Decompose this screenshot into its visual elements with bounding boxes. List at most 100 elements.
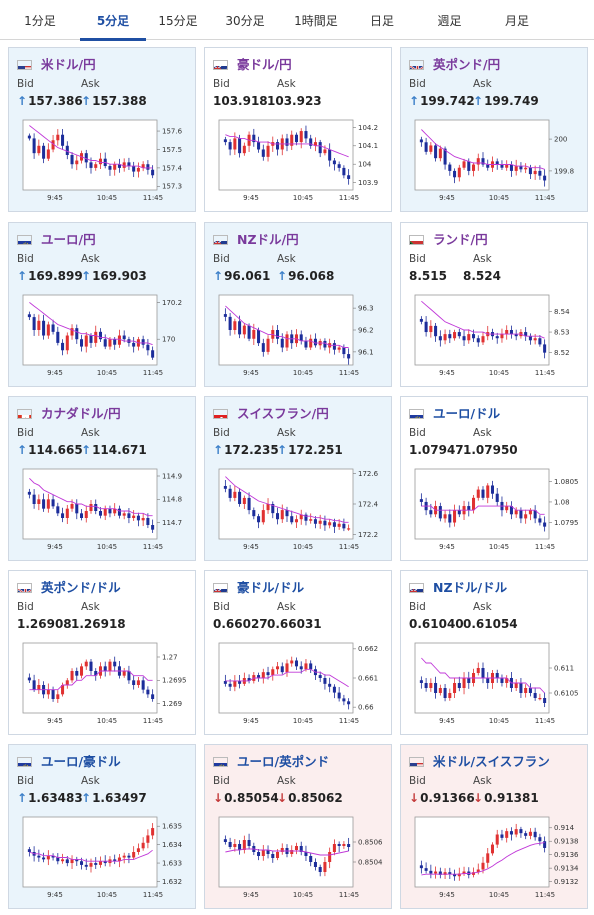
candle-body xyxy=(495,834,499,845)
mini-candlestick-chart[interactable]: 172.6 172.4 172.2 9:45 10:45 11:45 xyxy=(211,463,385,557)
candle-body xyxy=(37,499,41,504)
y-tick-label: 8.54 xyxy=(554,308,570,316)
ask-price: 8.524 xyxy=(463,269,501,283)
candle-body xyxy=(509,164,513,171)
candle-body xyxy=(519,683,523,693)
mini-candlestick-chart[interactable]: 1.635 1.634 1.633 1.632 9:45 10:45 11:45 xyxy=(15,811,189,905)
currency-pair-link[interactable]: 米ドル/スイスフラン xyxy=(433,754,550,769)
rate-card[interactable]: 米ドル/円 Bid Ask ↑157.386 ↑157.388 157.6 157.5 157… xyxy=(8,47,196,212)
mini-candlestick-chart[interactable]: 157.6 157.5 157.4 157.3 9:45 10:45 11:45 xyxy=(15,114,189,208)
mini-candlestick-chart[interactable]: 0.662 0.661 0.66 9:45 10:45 11:45 xyxy=(211,637,385,731)
currency-pair-link[interactable]: NZドル/円 xyxy=(237,232,299,247)
x-tick-label: 10:45 xyxy=(489,717,509,725)
candle-body xyxy=(285,334,289,348)
currency-pair-link[interactable]: ユーロ/豪ドル xyxy=(41,754,121,769)
candle-body xyxy=(495,161,499,165)
currency-pair-link[interactable]: ユーロ/英ポンド xyxy=(237,754,330,769)
mini-candlestick-chart[interactable]: 1.27 1.2695 1.269 9:45 10:45 11:45 xyxy=(15,637,189,731)
mini-candlestick-chart[interactable]: 0.914 0.9138 0.9136 0.9134 0.9132 9:45 10:45 11… xyxy=(407,811,581,905)
y-tick-label: 103.9 xyxy=(358,179,378,187)
mini-candlestick-chart[interactable]: 8.54 8.53 8.52 9:45 10:45 11:45 xyxy=(407,289,581,383)
arrow-up-icon: ↑ xyxy=(81,94,92,108)
rate-card[interactable]: スイスフラン/円 Bid Ask ↑172.235 ↑172.251 172.6 172.4… xyxy=(204,396,392,561)
tab-2[interactable]: 15分足 xyxy=(158,14,198,28)
tab-5[interactable]: 日足 xyxy=(369,14,394,28)
x-tick-label: 10:45 xyxy=(489,194,509,202)
currency-pair-link[interactable]: 豪ドル/ドル xyxy=(237,580,305,595)
chart-plot-area xyxy=(414,468,550,540)
candle-body xyxy=(146,689,150,695)
currency-pair-link[interactable]: 米ドル/円 xyxy=(41,57,96,72)
rate-card[interactable]: ユーロ/英ポンド Bid Ask ↓0.85054 ↓0.85062 0.8506 0.85… xyxy=(204,744,392,909)
currency-pair-link[interactable]: ランド/円 xyxy=(433,232,488,247)
y-tick-label: 1.2695 xyxy=(162,677,187,685)
chart-plot-area xyxy=(22,294,158,366)
mini-candlestick-chart[interactable]: 104.2 104.1 104 103.9 9:45 10:45 11:45 xyxy=(211,114,385,208)
mini-candlestick-chart[interactable]: 114.9 114.8 114.7 9:45 10:45 11:45 xyxy=(15,463,189,557)
currency-pair-link[interactable]: NZドル/ドル xyxy=(433,580,508,595)
candle-body xyxy=(146,518,150,525)
candle-body xyxy=(84,661,88,667)
rate-card[interactable]: ユーロ/豪ドル Bid Ask ↑1.63483 ↑1.63497 1.635 1.634 1… xyxy=(8,744,196,909)
rate-card[interactable]: ランド/円 Bid Ask 8.515 8.524 8.54 8.53 8.52 9:45 10:… xyxy=(400,222,588,387)
currency-pair-link[interactable]: 豪ドル/円 xyxy=(237,57,292,72)
candle-body xyxy=(457,332,461,337)
rate-card[interactable]: NZドル/円 Bid Ask ↑96.061 ↑96.068 96.3 96.2 96.1 9:… xyxy=(204,222,392,387)
rate-card[interactable]: 豪ドル/円 Bid Ask 103.918 103.923 104.2 104.1 104 10… xyxy=(204,47,392,212)
rate-card[interactable]: ユーロ/円 Bid Ask ↑169.899 ↑169.903 170.2 170 9:45 1… xyxy=(8,222,196,387)
rate-card[interactable]: 豪ドル/ドル Bid Ask 0.66027 0.66031 0.662 0.661 0.66… xyxy=(204,570,392,735)
mini-candlestick-chart[interactable]: 1.0805 1.08 1.0795 9:45 10:45 11:45 xyxy=(407,463,581,557)
candle-body xyxy=(443,688,447,698)
tab-6[interactable]: 週足 xyxy=(437,14,462,28)
rate-card[interactable]: 英ポンド/ドル Bid Ask 1.26908 1.26918 1.27 1.2695 1.2… xyxy=(8,570,196,735)
rate-card[interactable]: ユーロ/ドル Bid Ask 1.07947 1.07950 1.0805 1.08 1.07… xyxy=(400,396,588,561)
x-tick-label: 9:45 xyxy=(243,194,259,202)
candle-body xyxy=(481,862,485,870)
candle-body xyxy=(309,138,313,146)
rate-card[interactable]: 英ポンド/円 Bid Ask ↑199.742 ↑199.749 200 199.8 9:45… xyxy=(400,47,588,212)
candle-body xyxy=(495,493,499,502)
candle-body xyxy=(457,683,461,688)
candle-body xyxy=(61,859,65,862)
y-tick-label: 8.52 xyxy=(554,349,570,357)
candle-body xyxy=(117,164,121,168)
x-tick-label: 10:45 xyxy=(293,717,313,725)
candle-body xyxy=(481,668,485,678)
tab-0[interactable]: 1分足 xyxy=(24,14,56,28)
arrow-up-icon: ↑ xyxy=(81,791,92,805)
tab-4[interactable]: 1時間足 xyxy=(294,14,338,28)
rate-card[interactable]: 米ドル/スイスフラン Bid Ask ↓0.91366 ↓0.91381 0.914 0.9… xyxy=(400,744,588,909)
tab-1[interactable]: 5分足 xyxy=(80,0,146,41)
mini-candlestick-chart[interactable]: 170.2 170 9:45 10:45 11:45 xyxy=(15,289,189,383)
currency-pair-link[interactable]: 英ポンド/ドル xyxy=(41,580,121,595)
candle-body xyxy=(524,167,528,170)
moving-average-line xyxy=(421,300,545,339)
mini-candlestick-chart[interactable]: 96.3 96.2 96.1 9:45 10:45 11:45 xyxy=(211,289,385,383)
candle-body xyxy=(98,331,102,340)
bid-value: 96.061 xyxy=(224,269,271,283)
currency-pair-link[interactable]: ユーロ/ドル xyxy=(433,406,501,421)
mini-candlestick-chart[interactable]: 0.8506 0.8504 9:45 10:45 11:45 xyxy=(211,811,385,905)
moving-average-line xyxy=(225,476,349,523)
currency-pair-link[interactable]: 英ポンド/円 xyxy=(433,57,501,72)
tab-7[interactable]: 月足 xyxy=(504,14,529,28)
rate-card[interactable]: NZドル/ドル Bid Ask 0.61040 0.61054 0.611 0.6105 9:… xyxy=(400,570,588,735)
candle-body xyxy=(70,504,74,509)
currency-pair-link[interactable]: ユーロ/円 xyxy=(41,232,96,247)
candle-body xyxy=(538,698,542,700)
tab-3[interactable]: 30分足 xyxy=(225,14,265,28)
candle-body xyxy=(247,497,251,511)
flag-nz-icon xyxy=(213,235,228,245)
candle-body xyxy=(337,347,341,350)
candle-body xyxy=(509,330,513,335)
rate-card[interactable]: カナダドル/円 Bid Ask ↑114.665 ↑114.671 114.9 114.8 1… xyxy=(8,396,196,561)
mini-candlestick-chart[interactable]: 200 199.8 9:45 10:45 11:45 xyxy=(407,114,581,208)
currency-pair-link[interactable]: スイスフラン/円 xyxy=(237,406,329,421)
flag-ca-icon xyxy=(17,409,32,419)
candle-body xyxy=(94,164,98,168)
currency-pair-link[interactable]: カナダドル/円 xyxy=(41,406,121,421)
mini-candlestick-chart[interactable]: 0.611 0.6105 9:45 10:45 11:45 xyxy=(407,637,581,731)
candle-body xyxy=(318,520,322,524)
candle-body xyxy=(113,661,117,667)
bid-value: 1.26908 xyxy=(17,617,72,631)
